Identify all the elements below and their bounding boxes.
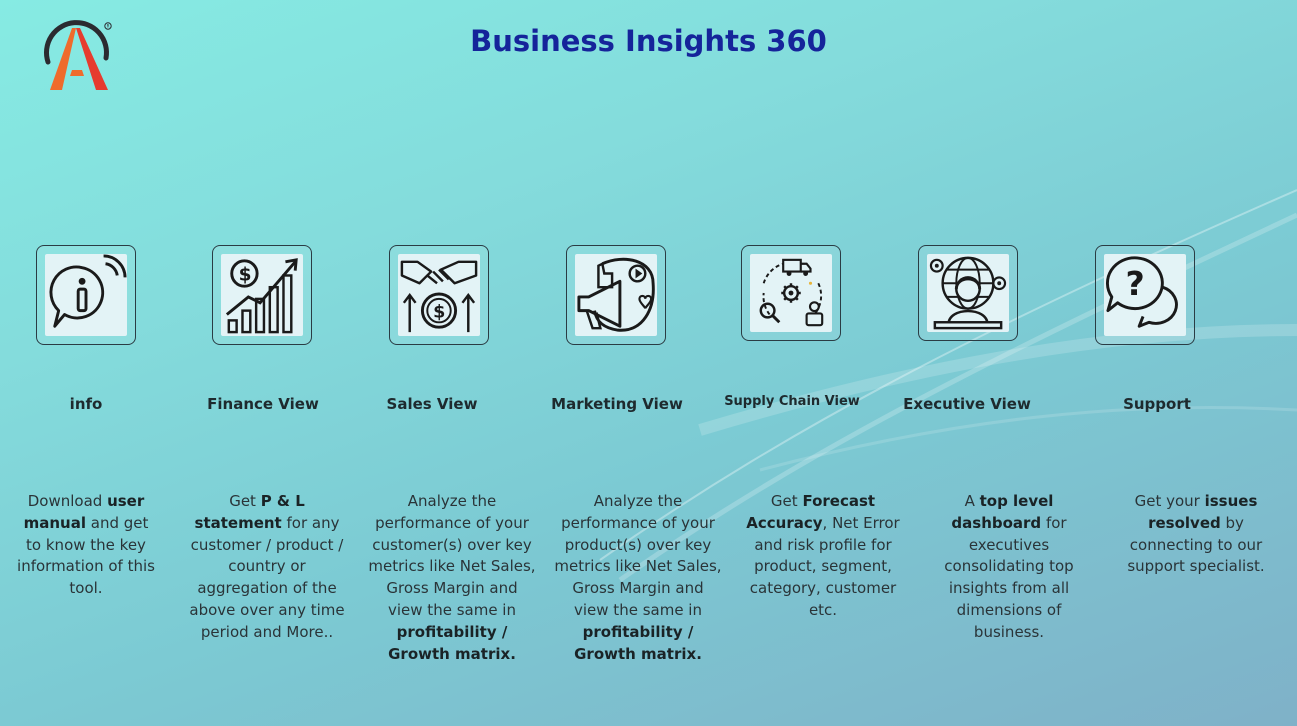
info-tile[interactable] [36, 245, 136, 345]
tile-inner [575, 254, 657, 336]
megaphone-marketing-icon [577, 257, 655, 332]
handshake-dollar-icon: $ [400, 260, 478, 333]
finance-view-tile[interactable]: $ [212, 245, 312, 345]
desc-bold: issues resolved [1148, 492, 1258, 532]
tile-inner: $ [221, 254, 303, 336]
desc-text: for any customer / product / country or … [189, 513, 345, 641]
finance-growth-chart-icon: $ [225, 258, 298, 334]
executive-view-tile[interactable] [918, 245, 1018, 341]
sales-view-description: Analyze the performance of your customer… [368, 491, 536, 665]
desc-text: for executives consolidating top insight… [944, 513, 1074, 641]
desc-text: A [964, 492, 980, 510]
desc-bold: profitability / Growth matrix. [574, 622, 702, 663]
marketing-view-label[interactable]: Marketing View [551, 395, 683, 413]
desc-text: Download [27, 492, 108, 510]
marketing-view-tile[interactable] [566, 245, 666, 345]
finance-view-label[interactable]: Finance View [207, 395, 319, 413]
tile-inner: $ [398, 254, 480, 336]
desc-text: and get to know the key information of t… [17, 513, 155, 598]
desc-bold: top level dashboard [951, 492, 1054, 532]
executive-view-label[interactable]: Executive View [903, 395, 1031, 413]
finance-view-description: Get P & L statement for any customer / p… [186, 491, 348, 644]
desc-bold: Forecast Accuracy [746, 492, 876, 532]
support-label[interactable]: Support [1123, 395, 1191, 413]
svg-text:$: $ [239, 264, 252, 285]
tile-inner [45, 254, 127, 336]
sales-view-tile[interactable]: $ [389, 245, 489, 345]
info-chat-icon [49, 254, 127, 328]
sales-view-label[interactable]: Sales View [386, 395, 478, 413]
tile-inner [750, 254, 832, 332]
info-description: Download user manual and get to know the… [16, 491, 156, 600]
desc-text: Get [229, 492, 261, 510]
desc-text: by connecting to our support specialist. [1127, 513, 1265, 576]
supply-chain-view-label[interactable]: Supply Chain View [724, 394, 860, 409]
executive-view-description: A top level dashboard for executives con… [922, 491, 1096, 644]
desc-text: Get your [1134, 492, 1205, 510]
tile-inner [927, 254, 1009, 332]
desc-text: Analyze the performance of your product(… [554, 492, 722, 619]
svg-text:?: ? [1125, 264, 1144, 303]
supply-chain-view-description: Get Forecast Accuracy, Net Error and ris… [736, 491, 910, 622]
supply-chain-gear-icon [759, 258, 824, 327]
support-tile[interactable]: ? [1095, 245, 1195, 345]
brand-logo: R [43, 20, 112, 90]
supply-chain-view-tile[interactable] [741, 245, 841, 341]
executive-globe-icon [929, 256, 1007, 330]
desc-bold: P & L statement [194, 492, 305, 532]
support-description: Get your issues resolved by connecting t… [1108, 491, 1284, 578]
marketing-view-description: Analyze the performance of your product(… [554, 491, 722, 665]
svg-text:R: R [107, 24, 110, 29]
desc-text: Get [770, 492, 803, 510]
desc-bold: user manual [23, 492, 145, 532]
question-chat-icon: ? [1105, 256, 1178, 328]
svg-text:$: $ [433, 302, 445, 322]
desc-text: Analyze the performance of your customer… [368, 492, 536, 619]
tile-inner: ? [1104, 254, 1186, 336]
page-title: Business Insights 360 [470, 24, 827, 58]
info-label[interactable]: info [69, 395, 103, 413]
desc-text: , Net Error and risk profile for product… [749, 513, 900, 619]
desc-bold: profitability / Growth matrix. [388, 622, 516, 663]
